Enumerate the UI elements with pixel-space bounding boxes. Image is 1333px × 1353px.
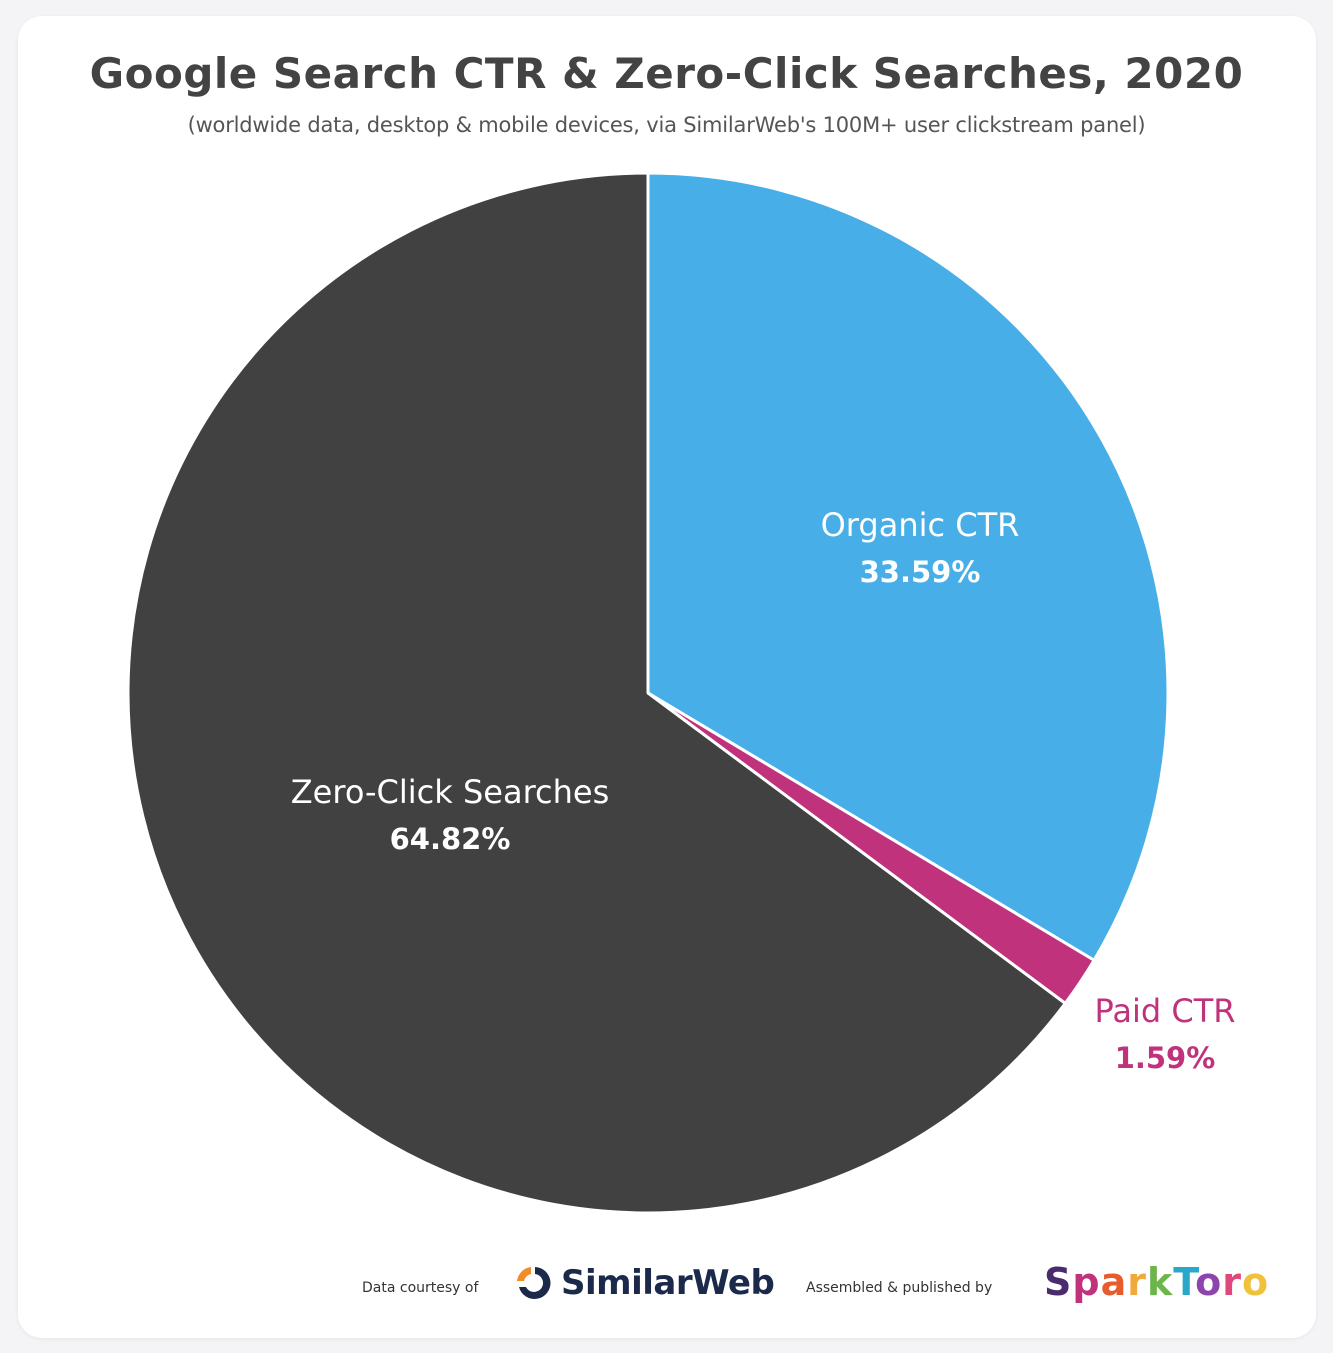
pie-slice-zero-click-searches [126, 171, 1067, 1215]
sparktoro-letter: r [1127, 1260, 1147, 1304]
chart-subtitle: (worldwide data, desktop & mobile device… [187, 113, 1146, 137]
similarweb-icon [517, 1267, 551, 1299]
similarweb-logo-text: SimilarWeb [561, 1263, 775, 1303]
sparktoro-letter: a [1100, 1260, 1128, 1304]
assembled-label: Assembled & published by [806, 1280, 993, 1296]
sparktoro-letter: T [1173, 1260, 1196, 1304]
slice-value-zero-click-searches: 64.82% [390, 822, 511, 856]
sparktoro-letter: k [1146, 1260, 1174, 1304]
pie-slice-organic-ctr [646, 171, 1170, 962]
slice-value-organic-ctr: 33.59% [860, 555, 981, 589]
slice-label-organic-ctr: Organic CTR [821, 506, 1020, 544]
slice-value-paid-ctr: 1.59% [1115, 1041, 1216, 1075]
sparktoro-letter: o [1195, 1260, 1223, 1304]
sparktoro-letter: p [1072, 1260, 1101, 1304]
sparktoro-logo: SparkToro [1044, 1254, 1269, 1310]
similarweb-logo: SimilarWeb [513, 1258, 775, 1308]
slice-label-zero-click-searches: Zero-Click Searches [291, 773, 610, 811]
sparktoro-letter: o [1242, 1260, 1270, 1304]
sparktoro-letter: r [1222, 1260, 1242, 1304]
chart-title: Google Search CTR & Zero-Click Searches,… [89, 49, 1244, 98]
data-courtesy-label: Data courtesy of [362, 1280, 479, 1296]
sparktoro-letter: S [1044, 1260, 1073, 1304]
slice-label-paid-ctr: Paid CTR [1095, 992, 1236, 1030]
